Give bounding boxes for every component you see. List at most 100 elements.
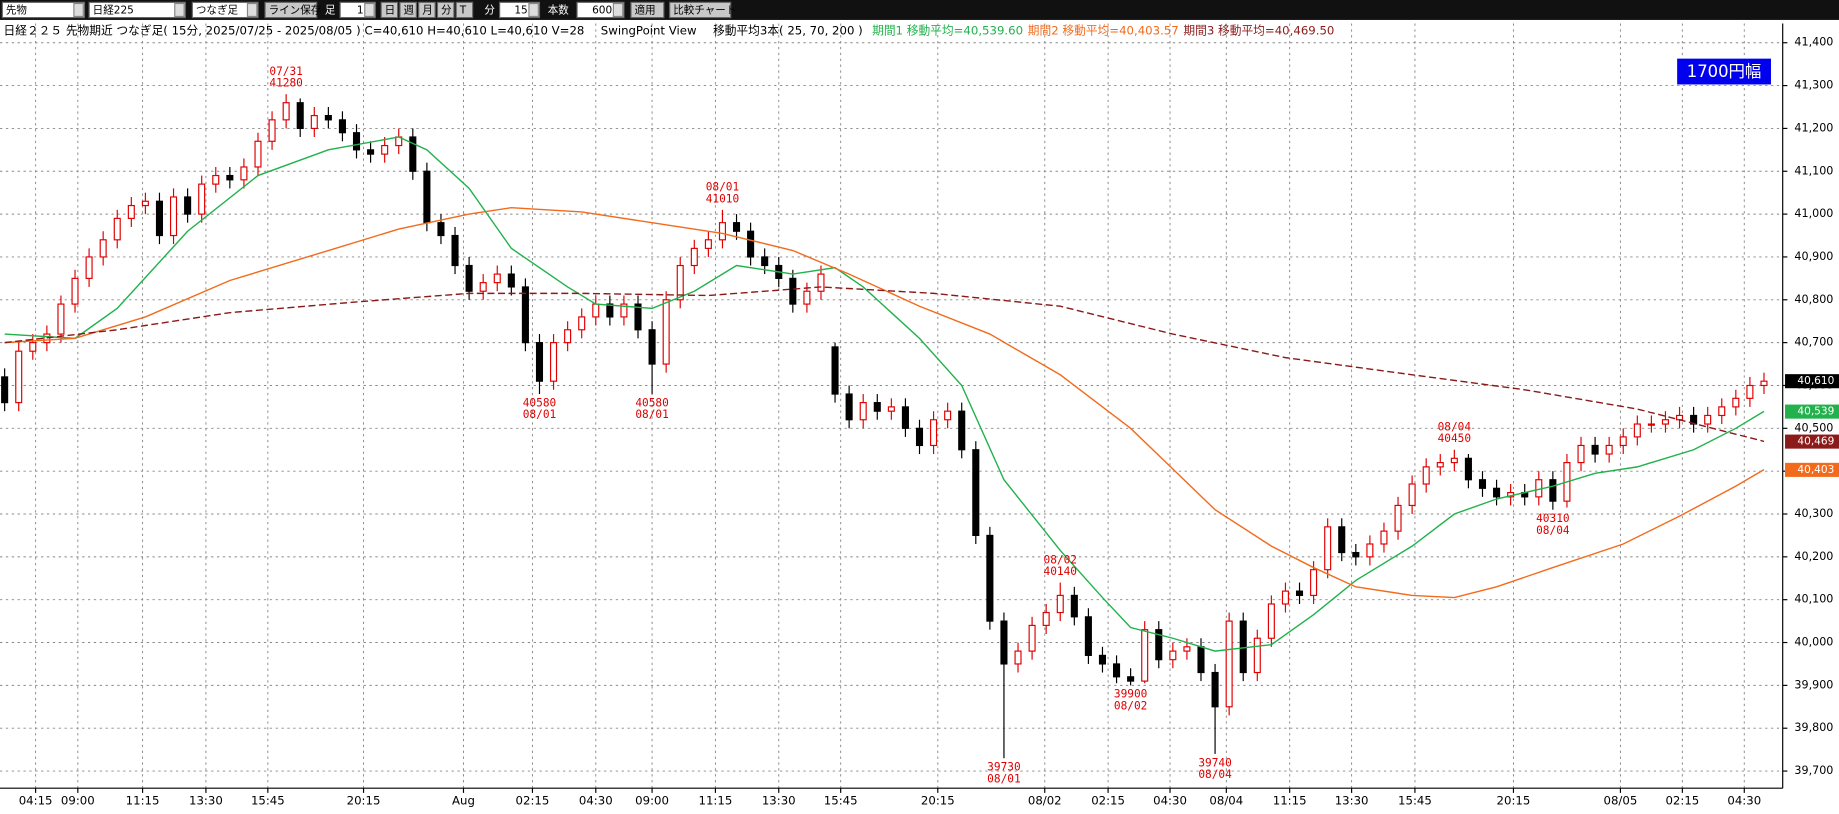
candle-body [1295,590,1304,596]
candle-body [704,239,712,249]
candle-body [324,114,332,121]
candle-body [1366,543,1374,558]
candle-body [1760,380,1768,387]
candle-body [972,449,980,537]
candle-body [550,342,558,382]
swing-label: 08/01 [635,408,668,421]
toolbar-label: 月 [422,5,433,17]
candle-body [85,256,93,279]
toolbar-label: 適用 [635,4,656,17]
candle-body [1014,650,1022,665]
price-tag [1785,462,1839,477]
candle-body [1605,444,1613,455]
swing-label: 40310 [1536,512,1569,525]
y-tick-label: 40,900 [1794,250,1833,263]
candle-body [592,303,600,318]
candle-body [620,303,628,318]
legend-entry: 期間2 移動平均=40,403.57 [1028,23,1179,37]
toolbar-label: 15 [514,5,527,17]
candle-body [1591,444,1599,455]
y-tick-label: 41,300 [1794,79,1833,92]
candle-body [1732,397,1740,408]
candle-body [817,273,825,292]
price-tag-label: 40,403 [1797,464,1834,476]
candle-body [1394,504,1402,532]
swing-label: 08/01 [706,181,739,194]
toolbar-controls: 先物 日経225 つなぎ足 ライン保存足 1 日週月分 T 分 15 本数 600 適用 比較チャート [1,1,736,19]
legend-entry: 期間3 移動平均=40,469.50 [1183,23,1334,37]
x-tick-label: 20:15 [347,794,381,808]
moving-average [4,286,1765,443]
candle-body [986,534,994,622]
swing-label: 08/04 [1536,524,1570,537]
y-tick-label: 40,000 [1794,636,1833,649]
swing-label: 08/02 [1043,553,1076,566]
dropdown-arrow [246,2,258,18]
grid [0,23,1783,789]
x-tick-label: 04:30 [1153,794,1187,808]
candle-body [1380,530,1388,545]
y-tick-label: 41,100 [1794,164,1833,177]
x-tick-label: 20:15 [1497,794,1531,808]
candle-body [1070,594,1078,618]
candle-body [1211,671,1219,708]
candle-body [732,222,741,232]
candle-body [1169,650,1177,661]
candle-body [803,290,811,305]
candle-body [254,140,262,168]
candle-body [1225,620,1233,708]
candle-body [212,174,220,185]
toolbar-button [669,1,732,19]
candle-body [578,316,586,331]
candle-body [859,402,867,421]
y-tick-label: 39,800 [1794,721,1833,734]
price-tag-label: 40,610 [1797,375,1834,387]
moving-average [4,206,1765,599]
candle-body [887,406,895,412]
y-tick-label: 39,900 [1794,678,1833,691]
candle-body [1127,676,1135,682]
candle-body [479,282,487,292]
candle-body [29,342,37,352]
dropdown-arrow [73,2,84,18]
swing-label: 41010 [706,192,739,205]
candle-body [155,200,164,237]
candle-body [1704,414,1712,425]
toolbar-button [418,1,436,19]
toolbar-button [399,1,417,19]
x-tick-label: 08/05 [1604,794,1638,808]
x-tick-label: 04:30 [1727,794,1761,808]
candle-body [662,299,670,365]
candle-body [1141,629,1149,682]
x-tick-label: Aug [452,794,475,808]
info-line: 日経２２５ 先物期近 つなぎ足( 15分, 2025/07/25 - 2025/… [4,23,1335,37]
x-tick-label: 11:15 [1273,794,1307,808]
candle-body [57,303,65,335]
candle-body [521,286,529,344]
x-tick-label: 13:30 [762,794,796,808]
x-tick-label: 11:15 [699,794,733,808]
swing-label: 08/01 [523,408,556,421]
candle-body [1310,569,1318,596]
candle-body [1633,423,1641,438]
x-tick-label: 08/04 [1209,794,1243,808]
candle-body [1,376,9,404]
toolbar-field [88,1,186,19]
toolbar-label: 週 [403,5,414,17]
candle-body [1464,457,1472,481]
candle-body [1113,663,1121,678]
swing-label: 40580 [523,396,556,409]
x-tick-label: 13:30 [189,794,223,808]
candle-body [535,342,544,382]
candle-body [761,256,769,267]
legend-entry: 期間1 移動平均=40,539.60 [872,23,1023,37]
x-tick-label: 04:15 [19,794,53,808]
toolbar-field [576,1,625,19]
swing-label: 07/31 [269,65,302,78]
x-tick-label: 08/02 [1028,794,1062,808]
candle-body [845,393,853,421]
candle-body [789,277,797,305]
candle-body [451,234,459,267]
